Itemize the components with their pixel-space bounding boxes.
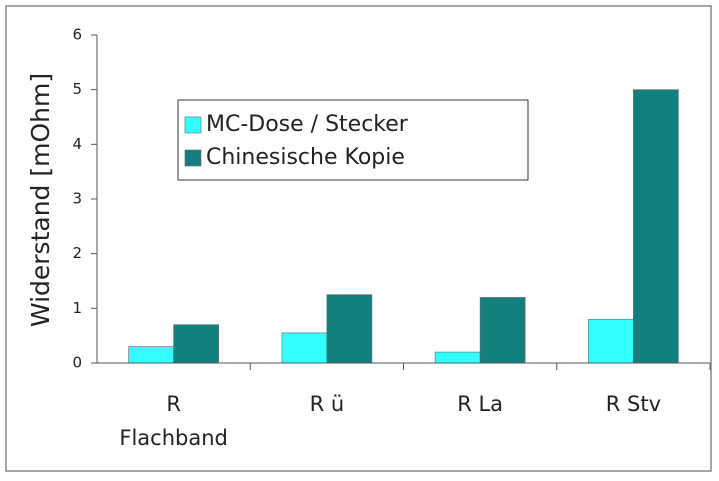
bar bbox=[281, 332, 328, 364]
y-axis-title: Widerstand [mOhm] bbox=[26, 73, 55, 327]
y-tick-label: 6 bbox=[72, 26, 82, 44]
legend-box bbox=[177, 99, 529, 181]
legend-swatch bbox=[184, 116, 202, 134]
bar bbox=[434, 351, 481, 364]
bar bbox=[173, 324, 219, 364]
x-tick-label: R Stv bbox=[606, 392, 661, 416]
y-tick-label: 1 bbox=[72, 299, 82, 317]
legend-label: Chinesische Kopie bbox=[206, 145, 405, 170]
bar bbox=[479, 297, 526, 364]
bar bbox=[633, 89, 679, 364]
chart-border bbox=[5, 5, 712, 472]
y-tick-label: 2 bbox=[72, 244, 82, 262]
bar bbox=[128, 346, 174, 364]
y-tick-label: 3 bbox=[72, 190, 82, 208]
legend-swatch bbox=[184, 149, 202, 167]
y-tick-label: 0 bbox=[72, 354, 82, 372]
y-tick-label: 4 bbox=[72, 135, 82, 153]
x-tick-label: R La bbox=[457, 392, 503, 416]
x-tick-label: R Flachband bbox=[119, 392, 227, 450]
y-tick-label: 5 bbox=[72, 80, 82, 98]
bar bbox=[326, 294, 373, 364]
x-tick-label: R ü bbox=[310, 392, 345, 416]
legend-label: MC-Dose / Stecker bbox=[206, 112, 409, 137]
bar bbox=[588, 318, 634, 364]
